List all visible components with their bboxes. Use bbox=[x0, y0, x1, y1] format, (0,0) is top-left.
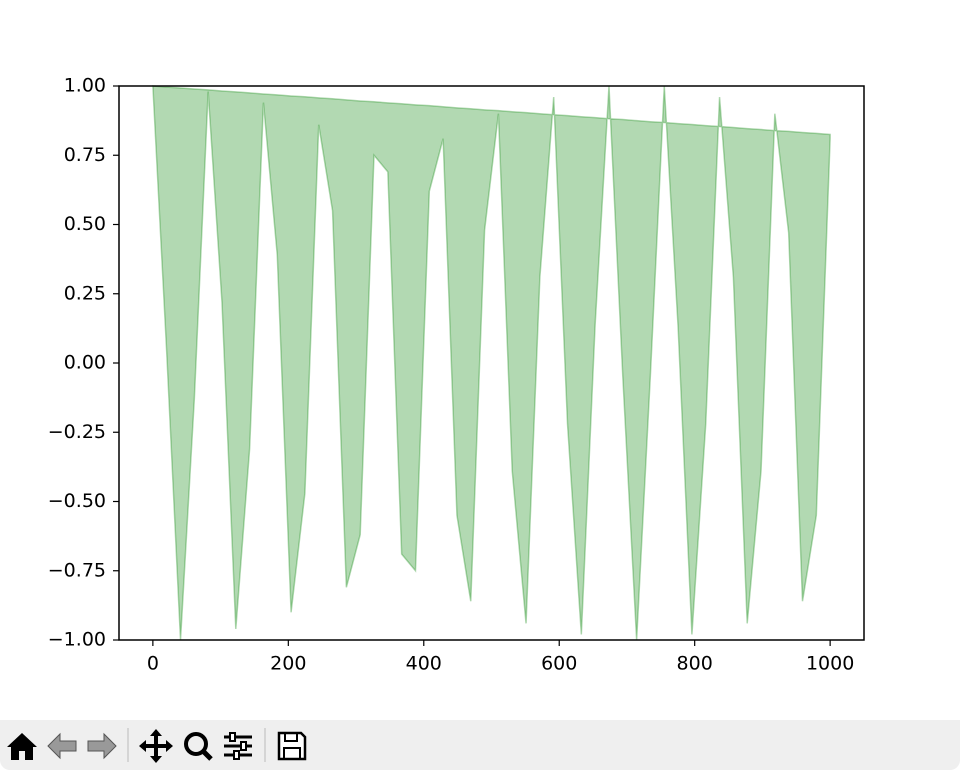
y-tick-label: −0.75 bbox=[48, 559, 106, 581]
y-tick-label: 1.00 bbox=[64, 75, 106, 97]
pan-button[interactable] bbox=[139, 729, 173, 763]
toolbar bbox=[0, 720, 960, 770]
y-tick-label: −0.25 bbox=[48, 421, 106, 443]
zoom-button[interactable] bbox=[184, 732, 213, 761]
y-tick-label: −0.50 bbox=[48, 490, 106, 512]
chart: −1.00 −0.75 −0.50 −0.25 0.00 0.25 0.50 0.75 1.00… bbox=[48, 75, 865, 675]
save-button[interactable] bbox=[277, 731, 307, 761]
back-button[interactable] bbox=[47, 732, 77, 760]
x-tick-label: 1000 bbox=[806, 653, 854, 675]
y-tick-label: −1.00 bbox=[48, 629, 106, 651]
y-tick-label: 0.25 bbox=[64, 282, 106, 304]
forward-button[interactable] bbox=[87, 732, 117, 760]
x-tick-label: 0 bbox=[147, 653, 159, 675]
y-tick-label: 0.50 bbox=[64, 213, 106, 235]
y-tick-label: 0.75 bbox=[64, 144, 106, 166]
y-tick-label: 0.00 bbox=[64, 352, 106, 374]
x-tick-label: 600 bbox=[541, 653, 577, 675]
x-tick-label: 400 bbox=[406, 653, 442, 675]
area-fill bbox=[152, 85, 831, 641]
x-tick-label: 200 bbox=[270, 653, 306, 675]
home-button[interactable] bbox=[7, 733, 37, 760]
x-tick-label: 800 bbox=[677, 653, 713, 675]
configure-button[interactable] bbox=[224, 732, 252, 760]
